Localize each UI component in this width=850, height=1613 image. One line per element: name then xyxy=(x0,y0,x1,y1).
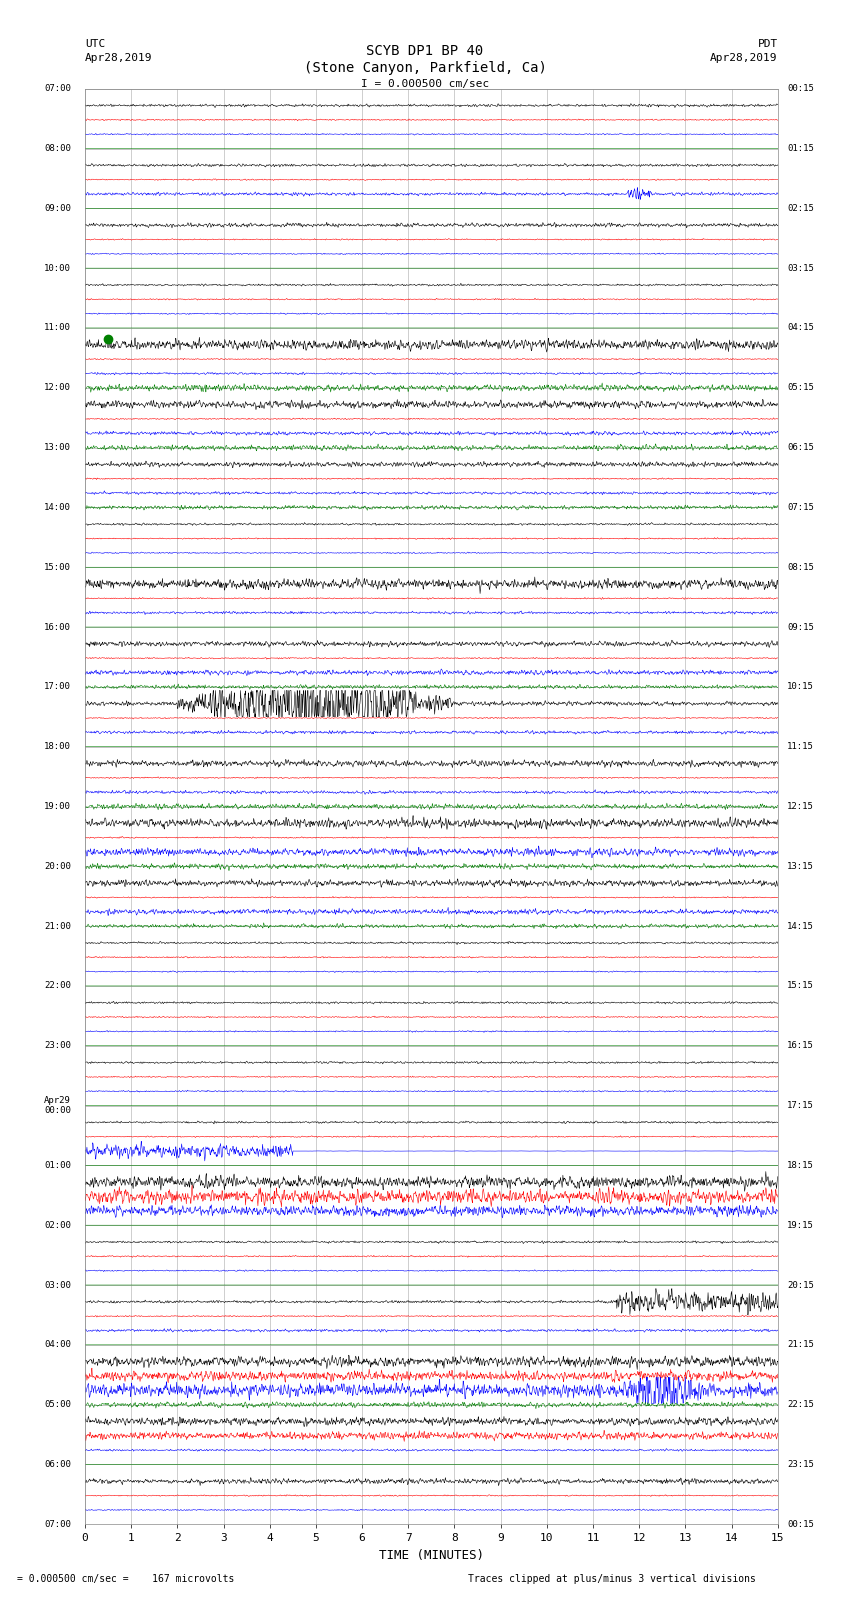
Text: Apr28,2019: Apr28,2019 xyxy=(711,53,778,63)
Text: Apr29
00:00: Apr29 00:00 xyxy=(44,1095,71,1115)
Text: 08:15: 08:15 xyxy=(787,563,813,571)
Text: I = 0.000500 cm/sec: I = 0.000500 cm/sec xyxy=(361,79,489,89)
Text: 03:00: 03:00 xyxy=(44,1281,71,1289)
Text: 20:00: 20:00 xyxy=(44,861,71,871)
Text: 03:15: 03:15 xyxy=(787,263,813,273)
Text: UTC: UTC xyxy=(85,39,105,48)
Text: 07:00: 07:00 xyxy=(44,1519,71,1529)
Text: 14:15: 14:15 xyxy=(787,921,813,931)
Text: 19:15: 19:15 xyxy=(787,1221,813,1229)
Text: 05:00: 05:00 xyxy=(44,1400,71,1410)
Text: 09:15: 09:15 xyxy=(787,623,813,632)
Text: 16:15: 16:15 xyxy=(787,1042,813,1050)
Text: 01:00: 01:00 xyxy=(44,1161,71,1169)
Text: 07:00: 07:00 xyxy=(44,84,71,94)
Text: 00:15: 00:15 xyxy=(787,1519,813,1529)
Text: 05:15: 05:15 xyxy=(787,384,813,392)
Text: 18:00: 18:00 xyxy=(44,742,71,752)
Text: 11:15: 11:15 xyxy=(787,742,813,752)
Text: 09:00: 09:00 xyxy=(44,203,71,213)
Text: 13:00: 13:00 xyxy=(44,444,71,452)
Text: 17:15: 17:15 xyxy=(787,1102,813,1110)
Text: 10:15: 10:15 xyxy=(787,682,813,692)
Text: 01:15: 01:15 xyxy=(787,144,813,153)
Text: 02:00: 02:00 xyxy=(44,1221,71,1229)
Text: 22:00: 22:00 xyxy=(44,981,71,990)
Text: 12:00: 12:00 xyxy=(44,384,71,392)
Text: 21:15: 21:15 xyxy=(787,1340,813,1350)
Text: 23:15: 23:15 xyxy=(787,1460,813,1469)
X-axis label: TIME (MINUTES): TIME (MINUTES) xyxy=(379,1548,484,1561)
Text: 15:00: 15:00 xyxy=(44,563,71,571)
Text: 07:15: 07:15 xyxy=(787,503,813,511)
Text: 19:00: 19:00 xyxy=(44,802,71,811)
Text: Apr28,2019: Apr28,2019 xyxy=(85,53,152,63)
Text: = 0.000500 cm/sec =    167 microvolts: = 0.000500 cm/sec = 167 microvolts xyxy=(17,1574,235,1584)
Text: 02:15: 02:15 xyxy=(787,203,813,213)
Text: PDT: PDT xyxy=(757,39,778,48)
Text: 06:15: 06:15 xyxy=(787,444,813,452)
Text: 06:00: 06:00 xyxy=(44,1460,71,1469)
Text: 18:15: 18:15 xyxy=(787,1161,813,1169)
Text: 21:00: 21:00 xyxy=(44,921,71,931)
Text: 23:00: 23:00 xyxy=(44,1042,71,1050)
Text: 11:00: 11:00 xyxy=(44,324,71,332)
Text: 08:00: 08:00 xyxy=(44,144,71,153)
Text: 10:00: 10:00 xyxy=(44,263,71,273)
Text: 22:15: 22:15 xyxy=(787,1400,813,1410)
Text: 15:15: 15:15 xyxy=(787,981,813,990)
Text: 16:00: 16:00 xyxy=(44,623,71,632)
Text: 00:15: 00:15 xyxy=(787,84,813,94)
Text: Traces clipped at plus/minus 3 vertical divisions: Traces clipped at plus/minus 3 vertical … xyxy=(468,1574,756,1584)
Text: 17:00: 17:00 xyxy=(44,682,71,692)
Text: 04:00: 04:00 xyxy=(44,1340,71,1350)
Text: 13:15: 13:15 xyxy=(787,861,813,871)
Text: 20:15: 20:15 xyxy=(787,1281,813,1289)
Text: 12:15: 12:15 xyxy=(787,802,813,811)
Text: 14:00: 14:00 xyxy=(44,503,71,511)
Text: 04:15: 04:15 xyxy=(787,324,813,332)
Text: (Stone Canyon, Parkfield, Ca): (Stone Canyon, Parkfield, Ca) xyxy=(303,61,547,76)
Text: SCYB DP1 BP 40: SCYB DP1 BP 40 xyxy=(366,44,484,58)
